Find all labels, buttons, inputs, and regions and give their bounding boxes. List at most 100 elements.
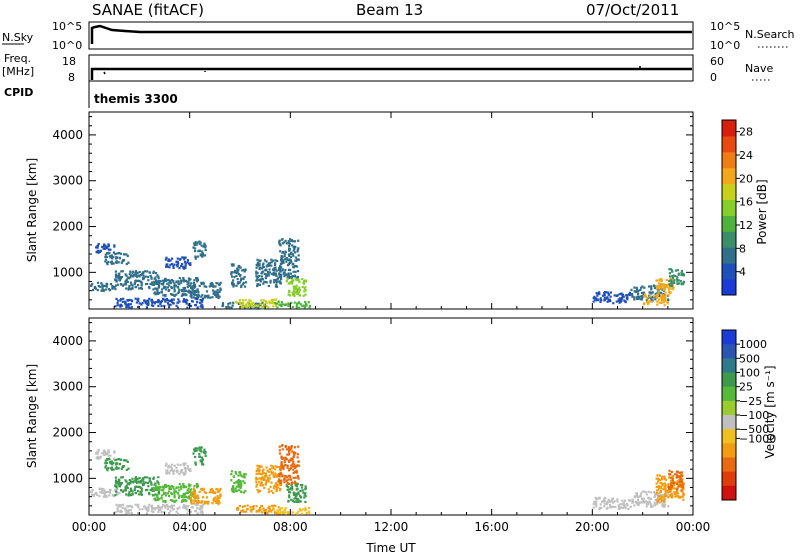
x-tick-label: 20:00 xyxy=(575,520,610,534)
power-cell xyxy=(643,295,646,298)
velocity-cell xyxy=(178,489,181,492)
power-cell xyxy=(116,302,119,305)
nsky-panel: N.Sky 10^5 10^0 10^5 10^0 N.Search xyxy=(2,20,795,52)
power-cell xyxy=(280,262,283,265)
power-cell xyxy=(260,275,263,278)
power-cell xyxy=(165,297,168,301)
velocity-cell xyxy=(277,486,280,489)
power-cell xyxy=(280,301,283,304)
power-cell xyxy=(286,258,289,261)
power-cell xyxy=(182,265,185,268)
power-cell xyxy=(201,306,204,309)
velocity-cell xyxy=(105,461,108,464)
velocity-cell xyxy=(230,479,233,482)
power-cell xyxy=(105,255,108,258)
velocity-cell xyxy=(165,485,168,488)
velocity-cell xyxy=(270,489,273,493)
velocity-cell xyxy=(279,481,283,484)
power-cell xyxy=(178,290,181,293)
velocity-cell xyxy=(616,498,619,501)
velocity-cell xyxy=(288,467,292,470)
power-cell xyxy=(631,294,634,297)
power-cell xyxy=(166,282,169,285)
power-cell xyxy=(219,281,222,284)
power-cell xyxy=(266,263,269,266)
power-cell xyxy=(194,297,197,300)
power-cell xyxy=(243,270,246,273)
power-cell xyxy=(157,298,160,302)
x-tick-label: 12:00 xyxy=(374,520,409,534)
station-title: SANAE (fitACF) xyxy=(92,1,204,19)
power-colorbar-label: Power [dB] xyxy=(755,179,769,244)
velocity-cell xyxy=(152,476,155,479)
power-cell xyxy=(167,303,170,306)
power-cell xyxy=(91,282,94,286)
velocity-cell xyxy=(102,453,105,456)
power-cell xyxy=(273,266,276,270)
velocity-cell xyxy=(275,481,278,485)
power-cell xyxy=(295,304,298,307)
velocity-cell xyxy=(261,484,264,487)
velocity-cell xyxy=(279,471,282,474)
power-cell xyxy=(190,287,193,290)
velocity-cell xyxy=(200,509,203,512)
velocity-cell xyxy=(126,482,129,485)
power-cell xyxy=(189,263,192,266)
velocity-cell xyxy=(677,496,680,499)
power-cell xyxy=(261,263,264,266)
power-cell xyxy=(594,298,597,301)
velocity-cell xyxy=(294,471,297,474)
power-cell xyxy=(152,304,155,307)
velocity-cell xyxy=(156,488,159,491)
velocity-cell xyxy=(201,461,204,464)
velocity-cell xyxy=(258,468,261,471)
power-cell xyxy=(114,305,117,308)
power-cell xyxy=(236,267,239,270)
power-cell xyxy=(287,272,290,275)
power-cell xyxy=(95,251,98,254)
velocity-cell xyxy=(155,506,158,510)
power-cell xyxy=(144,275,147,278)
power-cell xyxy=(268,271,272,274)
power-cell xyxy=(275,274,278,277)
velocity-cell xyxy=(173,469,176,472)
power-cell xyxy=(270,264,273,267)
power-cell xyxy=(147,299,150,303)
power-cell xyxy=(295,279,298,282)
power-cell xyxy=(128,298,131,302)
power-cell xyxy=(292,254,295,257)
velocity-cell xyxy=(94,492,97,496)
power-cell xyxy=(636,295,639,298)
power-cell xyxy=(127,305,130,308)
velocity-cell xyxy=(137,506,140,509)
power-cell xyxy=(599,300,602,303)
velocity-cell xyxy=(128,481,131,484)
velocity-cell xyxy=(277,512,280,515)
velocity-cell xyxy=(682,483,685,486)
power-cell xyxy=(201,254,204,257)
velocity-cell xyxy=(645,500,648,503)
velocity-cell xyxy=(176,512,179,515)
velocity-cell xyxy=(609,505,612,509)
power-cell xyxy=(275,283,278,286)
power-cell xyxy=(282,261,285,264)
velocity-cell xyxy=(101,491,104,494)
power-cell xyxy=(198,284,201,287)
velocity-cell xyxy=(293,466,297,469)
power-cell xyxy=(169,259,172,262)
velocity-cell xyxy=(304,509,307,512)
velocity-cell xyxy=(181,495,184,499)
power-cell xyxy=(107,245,110,248)
power-cell xyxy=(272,281,276,284)
y-tick-label: 4000 xyxy=(52,334,83,348)
velocity-cell xyxy=(204,450,207,453)
velocity-cell xyxy=(180,487,183,490)
power-cell xyxy=(597,298,600,301)
power-cell xyxy=(189,262,192,265)
power-cell xyxy=(194,293,197,297)
velocity-cell xyxy=(249,506,252,509)
velocity-cell xyxy=(140,492,143,495)
power-cell xyxy=(660,301,663,305)
velocity-cell xyxy=(118,491,121,494)
velocity-cell xyxy=(267,479,270,482)
